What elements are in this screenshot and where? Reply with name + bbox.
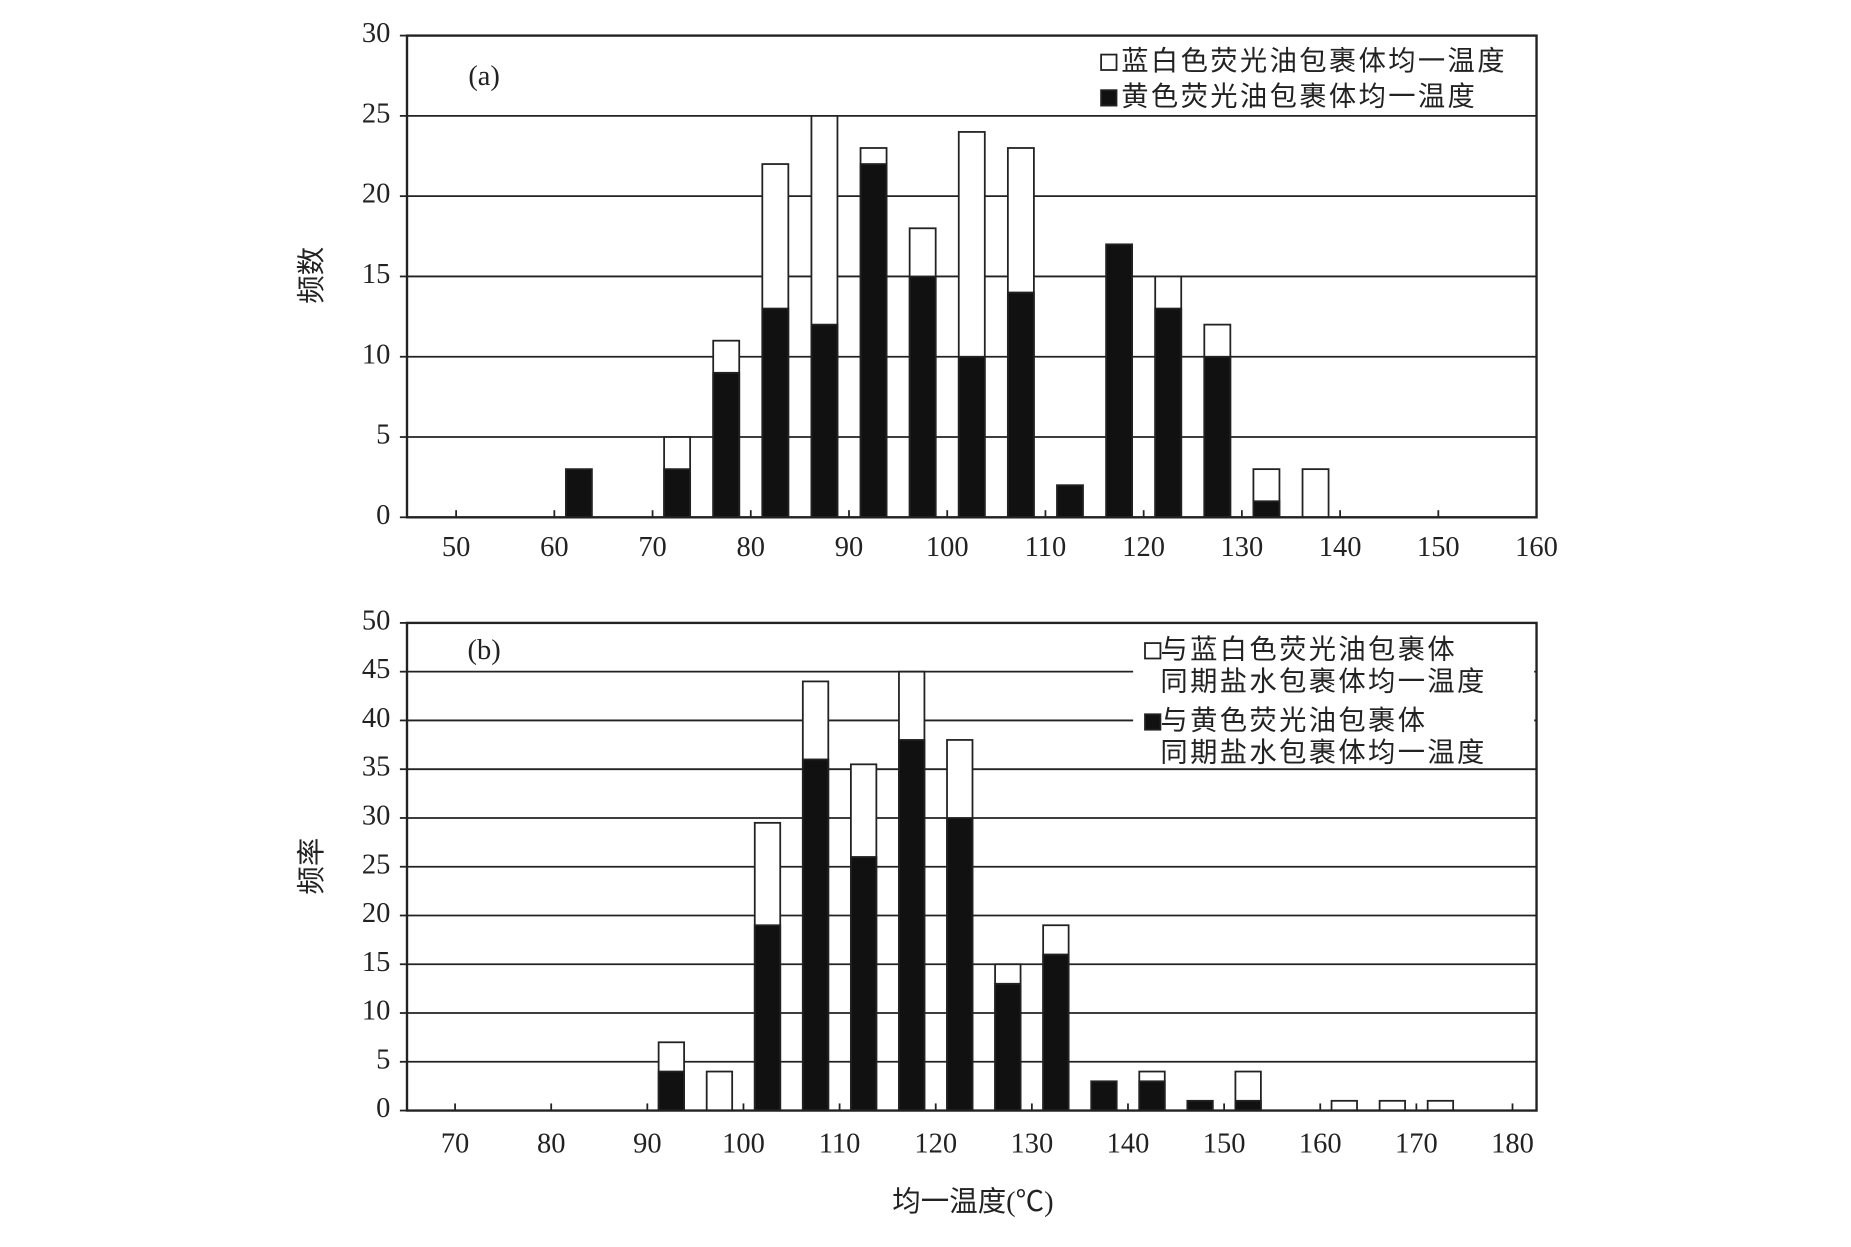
x-tick-label: 110 — [1025, 532, 1067, 563]
legend-box — [1133, 626, 1535, 767]
legend-label: 与黄色荧光油包裹体 同期盐水包裹体均一温度 — [1160, 705, 1487, 768]
bar — [908, 275, 937, 519]
y-tick-label: 5 — [376, 420, 390, 451]
x-tick-label: 170 — [1395, 1129, 1438, 1160]
bar — [753, 924, 782, 1112]
x-tick-label: 120 — [914, 1129, 957, 1160]
y-axis-label: 频率 — [296, 838, 328, 895]
x-tick-label: 60 — [540, 532, 568, 563]
y-tick-label: 25 — [362, 849, 390, 880]
bar — [1378, 1099, 1406, 1112]
legend-entry: 蓝白色荧光油包裹体均一温度 — [1121, 46, 1507, 76]
bar — [810, 323, 839, 519]
y-tick-label: 15 — [362, 259, 390, 290]
x-tick-label: 120 — [1122, 532, 1165, 563]
bar — [1301, 468, 1330, 519]
x-axis-label: 均一温度(℃) — [892, 1186, 1053, 1218]
x-tick-label: 140 — [1319, 532, 1362, 563]
legend-swatch — [1144, 713, 1162, 731]
y-tick-label: 45 — [362, 654, 390, 685]
bar — [1138, 1080, 1166, 1112]
panel-label: (b) — [468, 635, 501, 666]
legend-swatch — [1144, 642, 1162, 660]
x-tick-label: 100 — [722, 1129, 765, 1160]
y-tick-label: 20 — [362, 898, 390, 929]
bar — [1090, 1080, 1118, 1112]
bar — [1426, 1099, 1455, 1112]
x-tick-label: 70 — [441, 1129, 469, 1160]
x-tick-label: 110 — [819, 1129, 861, 1160]
bar — [1234, 1099, 1262, 1112]
panel-label: (a) — [468, 61, 500, 92]
bar — [1330, 1099, 1358, 1112]
bar — [957, 355, 986, 519]
bar — [712, 371, 741, 519]
bar — [801, 758, 830, 1112]
x-tick-label: 130 — [1221, 532, 1264, 563]
x-tick-label: 90 — [633, 1129, 661, 1160]
y-tick-label: 50 — [362, 605, 390, 636]
bar — [859, 163, 888, 519]
x-tick-label: 160 — [1515, 532, 1558, 563]
y-tick-label: 10 — [362, 339, 390, 370]
x-tick-label: 150 — [1203, 1129, 1246, 1160]
legend-label: 与蓝白色荧光油包裹体 同期盐水包裹体均一温度 — [1160, 634, 1487, 697]
x-tick-label: 180 — [1491, 1129, 1534, 1160]
bar — [564, 468, 593, 519]
x-tick-label: 50 — [442, 532, 470, 563]
x-tick-label: 70 — [638, 532, 666, 563]
x-tick-label: 130 — [1011, 1129, 1054, 1160]
bar — [761, 307, 790, 519]
legend-entry: 与蓝白色荧光油包裹体 同期盐水包裹体均一温度 — [1160, 634, 1487, 697]
bar — [1252, 500, 1281, 519]
y-axis-label: 频数 — [296, 247, 328, 304]
y-tick-label: 10 — [362, 996, 390, 1027]
x-tick-label: 140 — [1107, 1129, 1150, 1160]
legend-swatch — [1100, 89, 1118, 107]
plot-frame — [405, 34, 1538, 519]
bar — [1203, 355, 1232, 519]
bar — [946, 817, 974, 1112]
plot-frame — [405, 621, 1538, 1112]
y-tick-label: 25 — [362, 98, 390, 129]
y-tick-label: 30 — [362, 18, 390, 49]
legend-entry: 黄色荧光油包裹体均一温度 — [1121, 81, 1478, 112]
bar — [898, 739, 926, 1112]
y-tick-label: 35 — [362, 752, 390, 783]
y-tick-label: 15 — [362, 947, 390, 978]
bar — [705, 1070, 734, 1112]
y-tick-label: 20 — [362, 179, 390, 210]
x-tick-label: 90 — [835, 532, 863, 563]
y-tick-label: 0 — [376, 1093, 390, 1124]
legend-swatch — [1100, 53, 1118, 71]
bar — [1154, 307, 1183, 519]
bar — [1006, 291, 1035, 519]
bar — [1042, 953, 1070, 1112]
y-tick-label: 5 — [376, 1044, 390, 1075]
y-tick-label: 40 — [362, 703, 390, 734]
legend-label: 黄色荧光油包裹体均一温度 — [1121, 81, 1478, 112]
y-tick-label: 0 — [376, 500, 390, 531]
bar — [1105, 243, 1134, 519]
legend-box — [1091, 37, 1536, 112]
bar — [1056, 484, 1084, 519]
x-tick-label: 100 — [926, 532, 969, 563]
bar — [849, 856, 878, 1112]
legend-label: 蓝白色荧光油包裹体均一温度 — [1121, 46, 1507, 76]
x-tick-label: 80 — [537, 1129, 565, 1160]
x-tick-label: 80 — [737, 532, 765, 563]
bar — [657, 1070, 685, 1112]
x-tick-label: 160 — [1299, 1129, 1342, 1160]
bar — [994, 982, 1022, 1112]
bar — [663, 468, 692, 519]
x-tick-label: 150 — [1417, 532, 1460, 563]
y-tick-label: 30 — [362, 800, 390, 831]
legend-entry: 与黄色荧光油包裹体 同期盐水包裹体均一温度 — [1160, 705, 1487, 768]
bar — [1186, 1099, 1214, 1112]
